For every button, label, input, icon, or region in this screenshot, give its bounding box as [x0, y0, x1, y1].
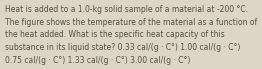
Text: 0.75 cal/(g · C°) 1.33 cal/(g · C°) 3.00 cal/(g · C°): 0.75 cal/(g · C°) 1.33 cal/(g · C°) 3.00…: [5, 56, 190, 65]
Text: substance in its liquid state? 0.33 cal/(g · C°) 1.00 cal/(g · C°): substance in its liquid state? 0.33 cal/…: [5, 43, 240, 52]
Text: Heat is added to a 1.0-kg solid sample of a material at -200 °C.: Heat is added to a 1.0-kg solid sample o…: [5, 5, 248, 14]
Text: The figure shows the temperature of the material as a function of: The figure shows the temperature of the …: [5, 18, 257, 27]
Text: the heat added. What is the specific heat capacity of this: the heat added. What is the specific hea…: [5, 30, 225, 39]
